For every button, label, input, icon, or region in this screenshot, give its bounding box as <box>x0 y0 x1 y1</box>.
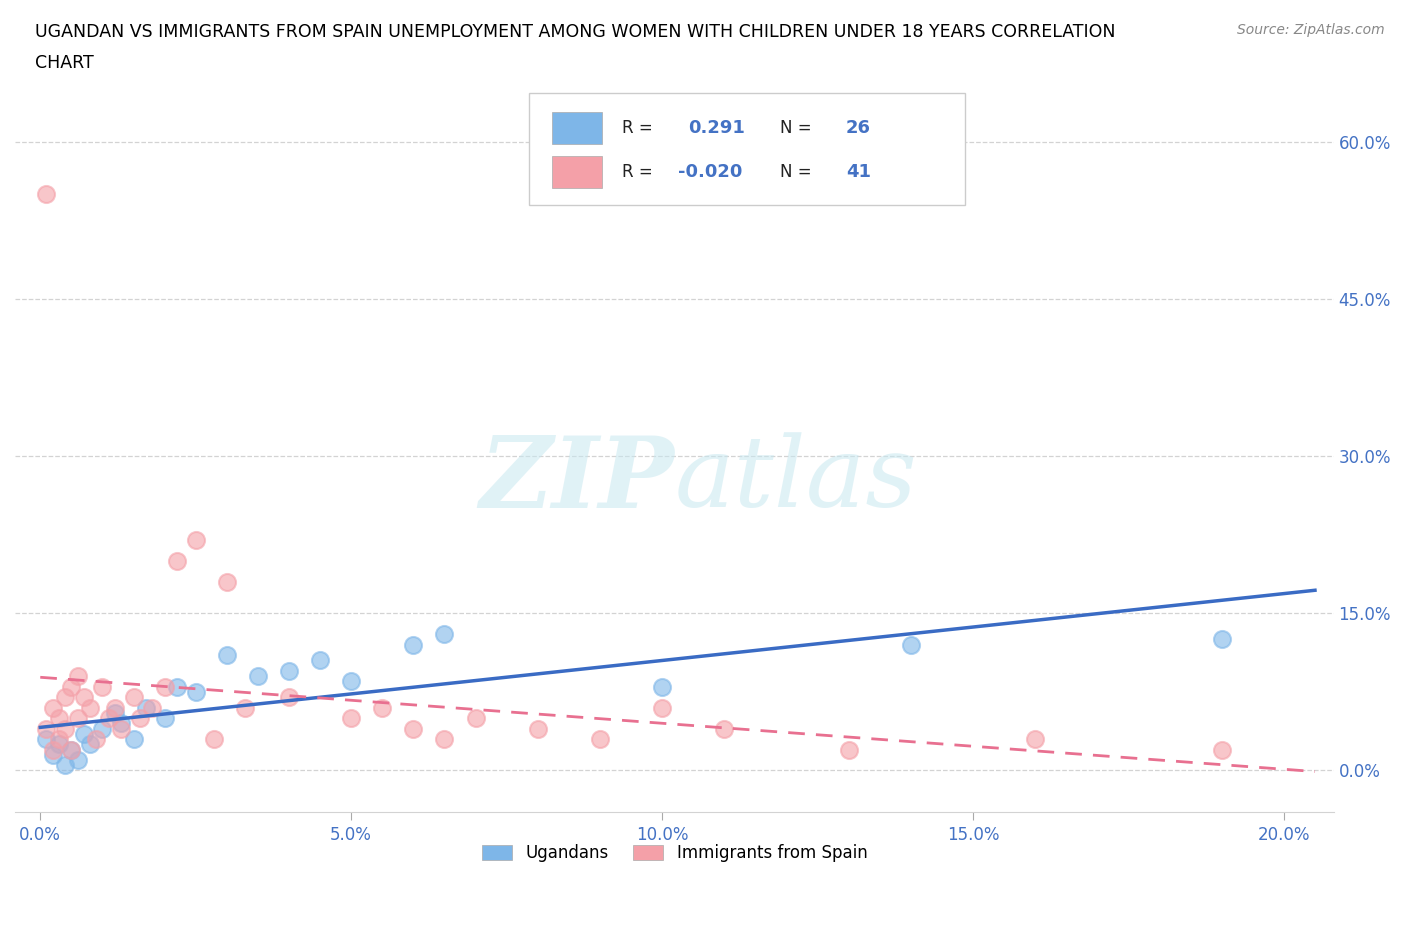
Point <box>41 748 63 763</box>
Point <box>35 187 58 202</box>
Point <box>110 716 132 731</box>
Point <box>202 732 225 747</box>
Text: ZIP: ZIP <box>479 432 675 528</box>
Point <box>464 711 486 725</box>
Point <box>184 684 207 699</box>
Point <box>53 758 76 773</box>
Point <box>153 679 176 694</box>
Point <box>900 637 922 652</box>
Point <box>166 679 188 694</box>
Point <box>433 627 456 642</box>
Bar <box>553 113 602 144</box>
Point <box>135 700 157 715</box>
Point <box>235 700 257 715</box>
Point <box>278 663 301 678</box>
Point <box>73 726 96 741</box>
Point <box>526 721 548 736</box>
Point <box>110 721 132 736</box>
Point <box>340 711 363 725</box>
Point <box>433 732 456 747</box>
Point <box>713 721 735 736</box>
Point <box>309 653 332 668</box>
Point <box>122 732 145 747</box>
Point <box>66 711 89 725</box>
Point <box>48 737 70 751</box>
Point <box>35 732 58 747</box>
Point <box>79 737 101 751</box>
Text: atlas: atlas <box>675 432 917 527</box>
Text: Source: ZipAtlas.com: Source: ZipAtlas.com <box>1237 23 1385 37</box>
Point <box>35 721 58 736</box>
Point <box>402 637 425 652</box>
Point <box>1211 742 1233 757</box>
Text: -0.020: -0.020 <box>679 163 742 181</box>
Text: 41: 41 <box>846 163 870 181</box>
Point <box>91 721 114 736</box>
Text: 0.291: 0.291 <box>688 119 745 137</box>
Point <box>215 648 238 663</box>
Point <box>66 752 89 767</box>
Point <box>60 742 83 757</box>
Point <box>97 711 120 725</box>
Point <box>651 679 673 694</box>
Point <box>838 742 860 757</box>
Point <box>91 679 114 694</box>
Point <box>53 721 76 736</box>
Text: R =: R = <box>621 119 658 137</box>
Point <box>402 721 425 736</box>
Point <box>589 732 612 747</box>
Point <box>153 711 176 725</box>
Point <box>79 700 101 715</box>
Point <box>128 711 150 725</box>
Point <box>122 690 145 705</box>
Text: 26: 26 <box>846 119 870 137</box>
Point <box>371 700 394 715</box>
Point <box>166 553 188 568</box>
Point <box>60 679 83 694</box>
Point <box>651 700 673 715</box>
Point <box>66 669 89 684</box>
Text: N =: N = <box>780 119 817 137</box>
Point <box>278 690 301 705</box>
Text: CHART: CHART <box>35 54 94 72</box>
Point <box>41 742 63 757</box>
Point <box>53 690 76 705</box>
FancyBboxPatch shape <box>530 93 965 206</box>
Point <box>41 700 63 715</box>
Point <box>340 674 363 689</box>
Legend: Ugandans, Immigrants from Spain: Ugandans, Immigrants from Spain <box>475 838 875 870</box>
Point <box>184 533 207 548</box>
Text: N =: N = <box>780 163 817 181</box>
Point <box>104 700 127 715</box>
Text: UGANDAN VS IMMIGRANTS FROM SPAIN UNEMPLOYMENT AMONG WOMEN WITH CHILDREN UNDER 18: UGANDAN VS IMMIGRANTS FROM SPAIN UNEMPLO… <box>35 23 1115 41</box>
Point <box>141 700 163 715</box>
Point <box>48 711 70 725</box>
Point <box>104 705 127 720</box>
Point <box>73 690 96 705</box>
Point <box>1024 732 1046 747</box>
Text: R =: R = <box>621 163 658 181</box>
Point <box>1211 632 1233 647</box>
Point <box>84 732 107 747</box>
Point <box>60 742 83 757</box>
Point <box>246 669 269 684</box>
Point <box>48 732 70 747</box>
Point <box>215 575 238 590</box>
Bar <box>553 156 602 188</box>
